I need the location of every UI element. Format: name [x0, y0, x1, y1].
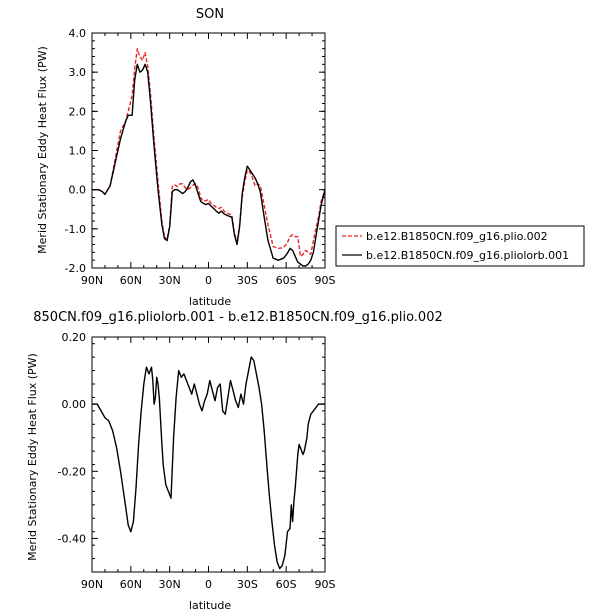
bottom-xtick-label: 30N	[159, 578, 181, 591]
bottom-xtick-label: 0	[205, 578, 212, 591]
top-xtick-label: 60N	[120, 274, 142, 287]
top-chart: SON Merid Stationary Eddy Heat Flux (PW)…	[36, 7, 336, 308]
bottom-xtick-label: 90N	[81, 578, 103, 591]
bottom-chart-series	[92, 356, 325, 570]
bottom-chart-axes: 90N 60N 30N 0 30S 60S 90S -0.40 -0.20 0.00 0.20	[58, 331, 336, 591]
bottom-ytick-label: -0.40	[58, 532, 86, 545]
legend-box	[335, 225, 585, 267]
top-chart-series	[92, 48, 326, 267]
top-chart-title: SON	[196, 7, 224, 22]
top-chart-frame	[91, 32, 326, 269]
bottom-chart-xlabel: latitude	[189, 599, 231, 612]
top-series-line-0	[92, 48, 326, 257]
bottom-xtick-label: 30S	[237, 578, 258, 591]
top-ytick-label: -2.0	[65, 262, 86, 275]
bottom-xtick-label: 60N	[120, 578, 142, 591]
top-xtick-label: 0	[205, 274, 212, 287]
bottom-ytick-label: -0.20	[58, 465, 86, 478]
top-ytick-label: 0.0	[69, 184, 87, 197]
legend-label-plio002: b.e12.B1850CN.f09_g16.plio.002	[366, 230, 548, 243]
bottom-chart-frame	[91, 336, 326, 573]
top-xtick-label: 90N	[81, 274, 103, 287]
top-chart-ylabel: Merid Stationary Eddy Heat Flux (PW)	[36, 46, 49, 254]
bottom-chart: 850CN.f09_g16.pliolorb.001 - b.e12.B1850…	[26, 310, 443, 612]
bottom-ytick-label: 0.00	[62, 398, 87, 411]
top-ytick-label: -1.0	[65, 223, 86, 236]
top-xtick-label: 90S	[315, 274, 336, 287]
bottom-series-line-0	[92, 356, 325, 570]
top-series-line-1	[92, 63, 326, 267]
top-chart-axes: 90N 60N 30N 0 30S 60S 90S -2.0 -1.0 0.0 1.0 2.0 3.0 4…	[65, 27, 336, 287]
top-xtick-label: 30S	[237, 274, 258, 287]
legend-label-pliolorb001: b.e12.B1850CN.f09_g16.pliolorb.001	[366, 249, 569, 262]
bottom-chart-title: 850CN.f09_g16.pliolorb.001 - b.e12.B1850…	[33, 310, 442, 325]
bottom-xtick-label: 90S	[315, 578, 336, 591]
top-xtick-label: 30N	[159, 274, 181, 287]
top-ytick-label: 4.0	[69, 27, 87, 40]
legend: b.e12.B1850CN.f09_g16.plio.002 b.e12.B18…	[335, 225, 585, 267]
bottom-chart-ylabel: Merid Stationary Eddy Heat Flux (PW)	[26, 353, 39, 561]
top-ytick-label: 1.0	[69, 145, 87, 158]
top-xtick-label: 60S	[276, 274, 297, 287]
top-ytick-label: 2.0	[69, 105, 87, 118]
top-chart-xlabel: latitude	[189, 295, 231, 308]
bottom-ytick-label: 0.20	[62, 331, 87, 344]
top-ytick-label: 3.0	[69, 66, 87, 79]
bottom-xtick-label: 60S	[276, 578, 297, 591]
